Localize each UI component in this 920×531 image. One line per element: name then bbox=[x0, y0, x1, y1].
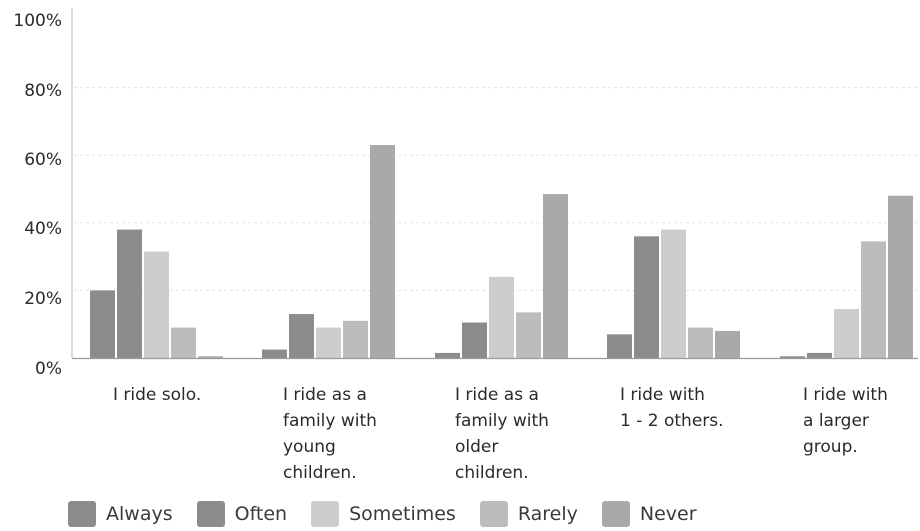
bar-rarely-3 bbox=[516, 312, 541, 358]
legend-item-never: Never bbox=[601, 501, 697, 527]
bar-never-5 bbox=[888, 195, 913, 358]
y-tick-label: 80% bbox=[24, 81, 62, 101]
bar-rarely-2 bbox=[343, 320, 368, 358]
bar-always-5 bbox=[780, 356, 805, 358]
x-category-label: I ride solo. bbox=[113, 385, 201, 405]
bar-always-1 bbox=[90, 290, 115, 358]
x-category-label: I ride as a family with young children. bbox=[283, 385, 377, 483]
bar-often-5 bbox=[807, 352, 832, 358]
bar-often-3 bbox=[462, 322, 487, 358]
bar-often-1 bbox=[117, 229, 142, 358]
bar-always-2 bbox=[262, 349, 287, 358]
legend-item-often: Often bbox=[196, 501, 288, 527]
bar-sometimes-3 bbox=[489, 276, 514, 358]
x-axis-categories: I ride solo. I ride as a family with young c… bbox=[113, 385, 888, 483]
legend-swatch bbox=[479, 501, 508, 527]
x-category-label: I ride with 1 - 2 others. bbox=[620, 385, 724, 431]
legend-label: Never bbox=[639, 503, 697, 525]
legend-item-rarely: Rarely bbox=[479, 501, 578, 527]
legend-swatch bbox=[196, 501, 225, 527]
x-category-label: I ride as a family with older children. bbox=[455, 385, 549, 483]
bar-sometimes-4 bbox=[661, 229, 686, 358]
legend-swatch bbox=[68, 501, 96, 527]
bar-never-1 bbox=[198, 356, 223, 358]
legend-item-always: Always bbox=[68, 501, 173, 527]
bar-often-2 bbox=[289, 314, 314, 358]
bar-chart: 0% 20% 40% 60% 80% 100% I ride solo. I ride as… bbox=[13, 8, 918, 483]
x-category-label: I ride with a larger group. bbox=[803, 385, 888, 457]
y-tick-label: 100% bbox=[13, 11, 62, 31]
bar-sometimes-1 bbox=[144, 251, 169, 358]
legend-swatch bbox=[601, 501, 630, 527]
bar-sometimes-5 bbox=[834, 308, 859, 358]
bar-sometimes-2 bbox=[316, 327, 341, 358]
bar-rarely-5 bbox=[861, 241, 886, 358]
y-tick-label: 20% bbox=[24, 289, 62, 309]
bar-never-2 bbox=[370, 145, 395, 358]
legend-label: Always bbox=[106, 503, 173, 525]
bar-never-3 bbox=[543, 194, 568, 358]
bar-always-3 bbox=[435, 352, 460, 358]
gridlines bbox=[74, 87, 918, 291]
legend-swatch bbox=[311, 501, 340, 527]
legend-item-sometimes: Sometimes bbox=[311, 501, 456, 527]
legend-label: Rarely bbox=[517, 503, 578, 525]
bar-never-4 bbox=[715, 330, 740, 358]
legend: Always Often Sometimes Rarely Never bbox=[68, 501, 721, 527]
bar-rarely-1 bbox=[171, 327, 196, 358]
y-axis-ticks: 0% 20% 40% 60% 80% 100% bbox=[13, 11, 62, 379]
bar-often-4 bbox=[634, 236, 659, 358]
legend-label: Sometimes bbox=[349, 503, 456, 525]
bar-always-4 bbox=[607, 334, 632, 358]
bar-rarely-4 bbox=[688, 327, 713, 358]
bars bbox=[90, 145, 913, 358]
y-tick-label: 60% bbox=[24, 150, 62, 170]
y-tick-label: 0% bbox=[35, 359, 62, 379]
legend-label: Often bbox=[234, 503, 288, 525]
y-tick-label: 40% bbox=[24, 219, 62, 239]
